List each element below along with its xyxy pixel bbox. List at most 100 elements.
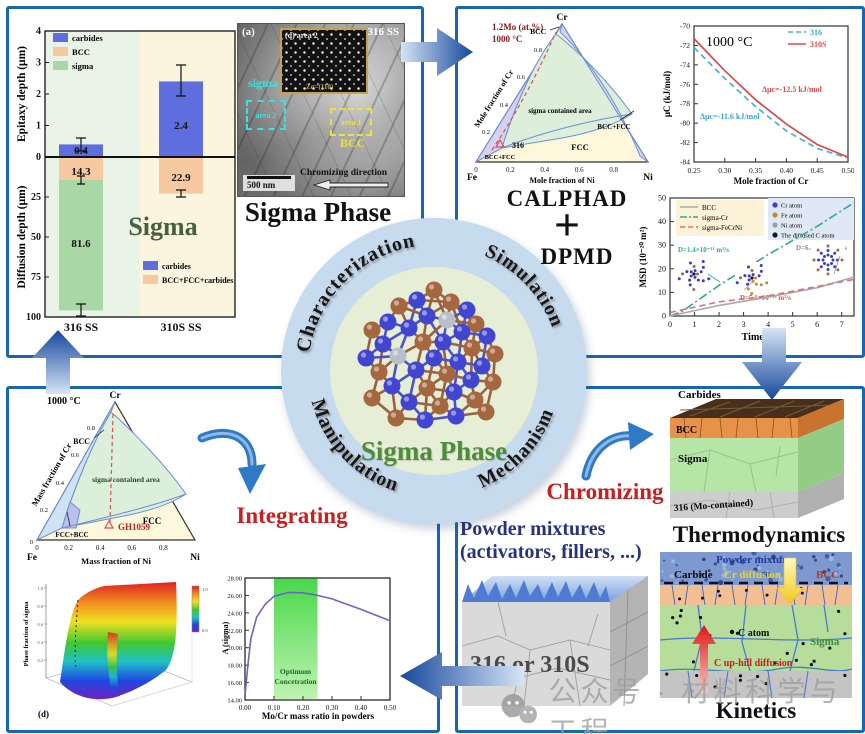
svg-text:16.00: 16.00 — [227, 680, 242, 687]
tem-image: (a) 316 SS (d) area 2 Zσ=(110) sigma are… — [237, 23, 405, 197]
svg-text:14.3: 14.3 — [71, 166, 91, 178]
sigma-annotation: Sigma — [128, 212, 197, 241]
svg-text:0: 0 — [30, 539, 33, 546]
kin-sigma-label: Sigma — [810, 636, 840, 648]
svg-text:0.35: 0.35 — [749, 166, 762, 175]
ring-text: Characterization Simulation Manipulation… — [292, 229, 567, 496]
svg-text:50: 50 — [31, 232, 41, 243]
svg-text:0.8: 0.8 — [159, 544, 168, 552]
svg-text:316 SS: 316 SS — [64, 320, 99, 334]
scale-bar-line — [247, 176, 291, 179]
svg-text:22.00: 22.00 — [227, 628, 242, 635]
svg-text:0.6: 0.6 — [575, 166, 584, 174]
svg-text:0.2: 0.2 — [37, 658, 43, 663]
ternary1-title1: 1.2Mo (at.%) — [492, 22, 543, 32]
bcc-region-label: BCC — [340, 136, 366, 150]
svg-text:20.00: 20.00 — [227, 645, 242, 652]
surface-3d-chart: 1.0 0.0 Phase fraction of sigma (d) 1.0 0… — [23, 582, 208, 719]
svg-text:0.30: 0.30 — [326, 704, 339, 712]
svg-text:0.10: 0.10 — [268, 704, 281, 712]
msd-ylabel: MSD (10⁻²⁰ m²) — [638, 227, 648, 288]
svg-text:50: 50 — [658, 194, 666, 203]
bar-legend-top: carbides BCC sigma — [53, 33, 103, 71]
area2-label: area 2 — [255, 110, 277, 120]
ternary2-xlabel: Mass fraction of Ni — [81, 556, 151, 566]
thermo-bcc-label: BCC — [676, 425, 697, 436]
ternary1-xlabel: Mole fraction of Ni — [529, 176, 595, 185]
mu-ylabel: μC (kJ/mol) — [662, 71, 672, 117]
svg-text:0.8: 0.8 — [87, 425, 95, 432]
svg-text:24.00: 24.00 — [227, 610, 242, 617]
mu-legend-310s: 310S — [810, 40, 827, 49]
region2-bcc: BCC — [73, 437, 90, 446]
chromizing-curved-arrow-icon — [581, 422, 654, 481]
colorbar-max: 1.0 — [202, 587, 208, 592]
svg-text:-80: -80 — [680, 119, 690, 128]
svg-text:0.4: 0.4 — [500, 102, 509, 109]
integrating-label: Integrating — [236, 503, 348, 528]
svg-text:0.2: 0.2 — [64, 544, 73, 552]
marker-316: 316 — [512, 141, 524, 150]
watermark-text: 公众号 · 材料科学与工程 — [548, 676, 842, 734]
area1-label: area 1 — [340, 117, 362, 127]
svg-text:0.8: 0.8 — [534, 47, 542, 54]
area1-box: area 1 — [330, 108, 372, 136]
optimum-band — [274, 578, 318, 700]
svg-text:20: 20 — [658, 264, 666, 273]
calphad-label: CALPHAD — [506, 186, 628, 211]
kin-carbide-label: Carbide — [674, 569, 713, 581]
arrow-left-icon — [400, 652, 524, 700]
thermo-layer-block: Carbides BCC Sigma 316 (Mo-contained) — [669, 389, 844, 519]
left-arrow-icon — [312, 179, 389, 191]
svg-text:-76: -76 — [680, 80, 690, 89]
thermo-carbides-label: Carbides — [678, 389, 722, 401]
kin-catom-label: C atom — [738, 628, 770, 639]
svg-text:0.8: 0.8 — [37, 604, 43, 609]
mu-annot-310s: Δμc=-12.5 kJ/mol — [762, 85, 823, 94]
msd-chart: BCC sigma-Cr sigma-FeCrNi Cr atom Fe ato… — [638, 194, 855, 343]
svg-text:-84: -84 — [680, 158, 690, 167]
region-sigma: sigma contained area — [528, 107, 592, 115]
asig-xlabel: Mo/Cr mass ratio in powders — [262, 711, 375, 721]
svg-text:-74: -74 — [680, 60, 690, 69]
kin-bcc-label: BCC — [816, 569, 839, 581]
kin-crdiffusion-label: Cr diffusion — [724, 569, 781, 581]
region-bccfcc-left: BCC+FCC — [485, 154, 516, 161]
svg-text:75: 75 — [31, 272, 41, 283]
a-sigma-chart: Optimum Concetration Mo/Cr mass ratio in… — [221, 576, 397, 722]
region-bcc: BCC — [530, 27, 546, 36]
svg-text:3: 3 — [36, 58, 41, 69]
svg-text:25: 25 — [31, 192, 41, 203]
svg-text:0.20: 0.20 — [297, 704, 310, 712]
sigma-crystal-structure — [357, 281, 504, 429]
mu-annot-316: Δμc=-11.6 kJ/mol — [700, 112, 760, 121]
svg-text:0.45: 0.45 — [811, 166, 824, 175]
sigma-region-label: sigma — [248, 76, 278, 90]
corner-fe: Fe — [467, 173, 477, 183]
svg-text:0.6: 0.6 — [517, 74, 526, 81]
svg-text:BCC+FCC+carbides: BCC+FCC+carbides — [162, 276, 233, 285]
svg-text:0.4: 0.4 — [540, 166, 549, 174]
kinetics-label: Kinetics — [715, 698, 797, 723]
chromizing-label: Chromizing — [546, 479, 664, 504]
corner2-cr: Cr — [109, 391, 121, 401]
ternary2-title: 1000 °C — [47, 396, 81, 407]
svg-text:0: 0 — [36, 152, 41, 163]
svg-text:28.00: 28.00 — [227, 576, 242, 583]
msd-atom-legend-box — [768, 198, 854, 240]
dpmd-label: DPMD — [540, 244, 614, 269]
svg-text:2: 2 — [36, 89, 41, 100]
msd-line-legend-box — [676, 200, 764, 236]
svg-text:30: 30 — [658, 241, 666, 250]
powder-title-line1: Powder mixtures — [460, 518, 606, 540]
msd-annot-1: D=1.4×10⁻¹¹ m²/s — [678, 246, 729, 254]
svg-text:0.2: 0.2 — [40, 507, 48, 514]
svg-text:0.40: 0.40 — [780, 166, 793, 175]
svg-text:0.4: 0.4 — [56, 480, 65, 487]
mu-legend-316: 316 — [810, 28, 822, 37]
chromizing-direction-label: Chromizing direction — [300, 168, 387, 178]
svg-text:4: 4 — [766, 320, 770, 329]
corner2-ni: Ni — [190, 553, 200, 563]
